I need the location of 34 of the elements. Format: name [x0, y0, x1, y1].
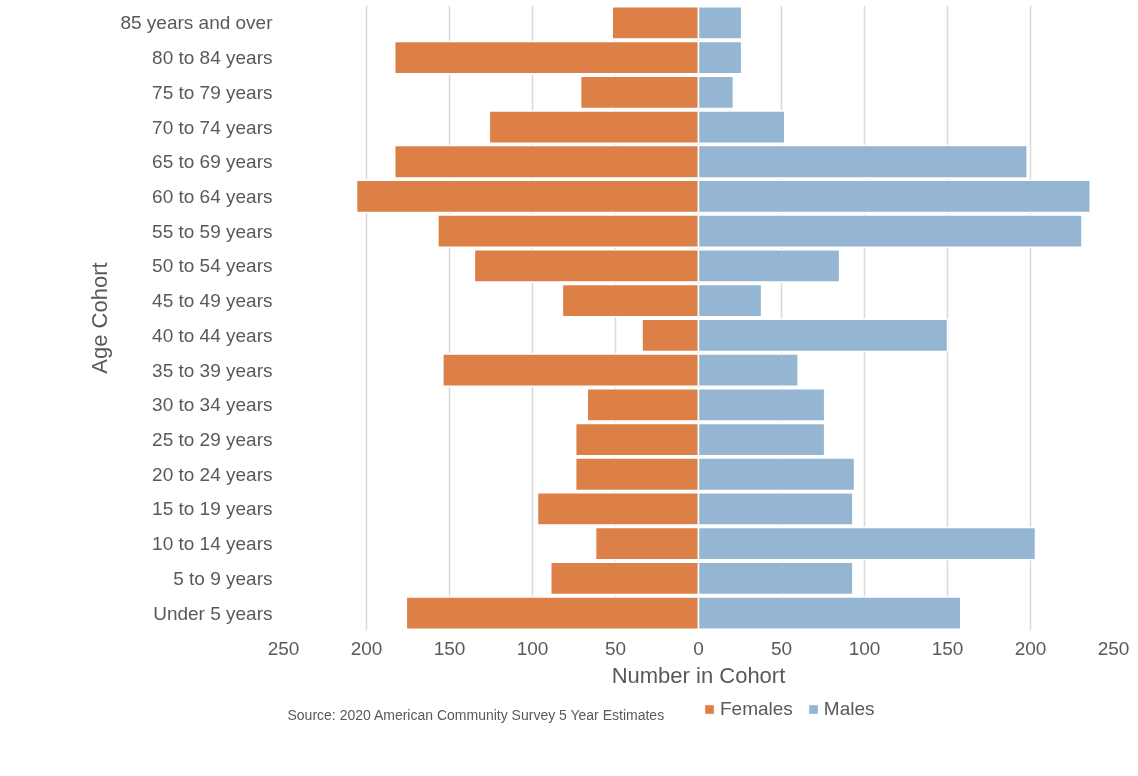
- y-tick-label: 65 to 69 years: [152, 151, 273, 173]
- y-tick-label: 50 to 54 years: [152, 255, 273, 277]
- y-tick-label: 35 to 39 years: [152, 359, 273, 381]
- y-tick-label: 25 to 29 years: [152, 429, 273, 451]
- x-tick-label: 50: [604, 637, 627, 659]
- y-tick-label: 70 to 74 years: [152, 116, 273, 138]
- y-tick-label: 40 to 44 years: [152, 324, 273, 346]
- x-tick-label: 100: [516, 637, 549, 659]
- y-axis-title: Age Cohort: [87, 262, 113, 374]
- y-tick-label: 60 to 64 years: [152, 185, 273, 207]
- x-tick-label: 200: [350, 637, 383, 659]
- y-tick-label: 20 to 24 years: [152, 463, 273, 485]
- y-tick-label: 30 to 34 years: [152, 394, 273, 416]
- x-tick-label: 200: [1014, 637, 1047, 659]
- y-tick-label: 10 to 14 years: [152, 533, 273, 555]
- y-tick-label: 15 to 19 years: [152, 498, 273, 520]
- y-tick-label: 75 to 79 years: [152, 81, 273, 103]
- y-tick-label: 80 to 84 years: [152, 47, 273, 69]
- y-tick-label: Under 5 years: [153, 602, 273, 624]
- x-tick-label: 250: [267, 637, 300, 659]
- y-tick-label: 45 to 49 years: [152, 290, 273, 312]
- x-tick-label: 0: [693, 637, 704, 659]
- x-tick-label: 150: [931, 637, 964, 659]
- y-tick-label: 55 to 59 years: [152, 220, 273, 242]
- y-tick-label: 5 to 9 years: [173, 567, 273, 589]
- x-tick-label: 50: [770, 637, 793, 659]
- legend-label: Males: [823, 698, 875, 720]
- legend-label: Females: [720, 698, 793, 720]
- x-tick-label: 150: [433, 637, 466, 659]
- source-note: Source: 2020 American Community Survey 5 Year Estimates: [287, 706, 665, 723]
- x-axis-title: Number in Cohort: [611, 662, 786, 688]
- x-tick-label: 100: [848, 637, 881, 659]
- y-tick-label: 85 years and over: [120, 12, 274, 34]
- x-tick-label: 250: [1097, 637, 1130, 659]
